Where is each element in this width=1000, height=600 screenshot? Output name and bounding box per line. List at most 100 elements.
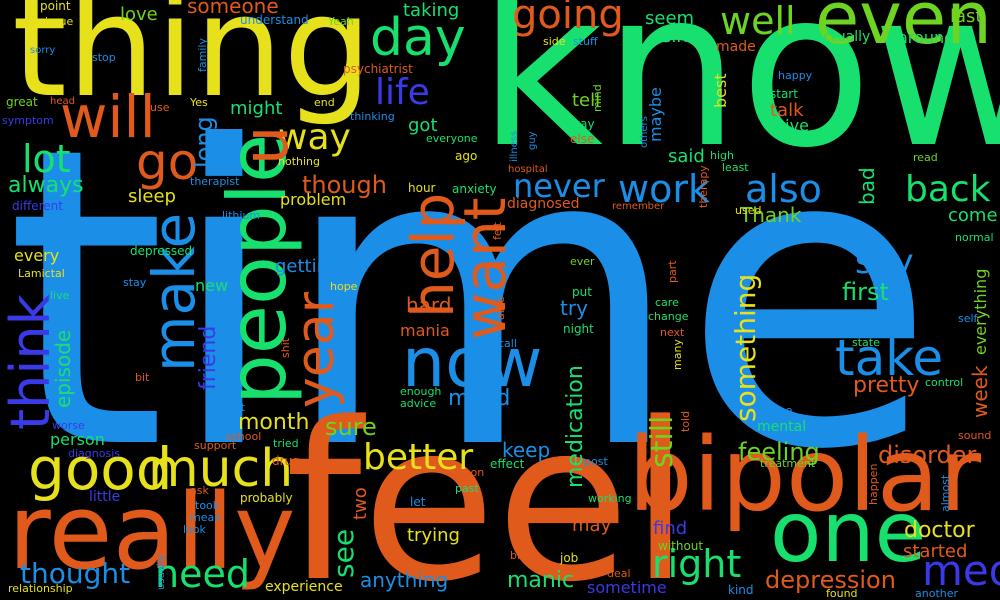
word-use: use [150,101,170,114]
word-think: think [0,294,62,430]
word-still: still [645,415,680,468]
word-advice: advice [400,397,437,410]
word-care: care [655,296,679,309]
word-take: take [835,329,944,387]
word-tried: tried [273,437,299,450]
word-Lamictal: Lamictal [18,267,65,280]
word-Yes: Yes [190,96,208,109]
word-taking: taking [403,0,460,21]
word-first: first [842,278,889,306]
word-least: least [722,161,749,174]
word-look: look [183,523,206,536]
word-try: try [560,296,588,320]
word-psychiatrist: psychiatrist [343,62,413,76]
word-ever: ever [570,255,595,268]
word-started: started [903,541,968,562]
word-mental: mental [757,419,807,435]
word-well: well [720,0,796,43]
word-effect: effect [490,457,525,471]
word-even: even [815,0,992,60]
word-give: give [775,116,809,135]
word-time: time [5,61,936,540]
word-happy: happy [778,69,813,82]
word-now: now [402,324,543,403]
word-live: live [50,289,70,302]
word-told: told [679,410,692,432]
word-stop: stop [92,51,116,64]
word-point: point [40,0,71,13]
word-every: every [14,246,60,265]
word-read: read [913,151,938,164]
word-know: know [478,0,1000,195]
word-reason: reason [447,466,485,479]
word-stay: stay [123,276,147,289]
word-sleep: sleep [128,186,176,207]
word-support: support [194,439,237,452]
word-lot: lot [22,137,71,181]
word-probably: probably [240,491,293,505]
word-diagnosed: diagnosed [507,196,580,212]
word-two: two [350,487,371,520]
word-found: found [826,587,858,600]
word-med: med [922,546,1000,595]
word-sure: sure [325,413,377,441]
word-control: control [925,376,964,389]
word-talk: talk [770,100,804,121]
word-another: another [915,587,959,600]
word-job: job [560,551,579,565]
word-month: month [238,410,310,435]
word-felt: felt [491,221,504,240]
word-back: back [905,169,991,210]
word-sound: sound [958,429,992,442]
word-next: next [660,326,685,339]
word-kind: kind [728,583,754,597]
word-sometime: sometime [587,578,667,597]
word-let: let [410,495,426,509]
word-different: different [12,199,63,213]
word-alone: alone [765,225,796,238]
word-able: able [494,296,507,320]
word-nothing: nothing [278,155,320,168]
word-tell: tell [572,90,601,111]
word-thinking: thinking [350,110,395,123]
word-better: better [363,437,474,478]
word-much: much [148,439,294,499]
word-hour: hour [408,181,436,195]
word-trying: trying [407,525,460,546]
word-anxiety: anxiety [452,182,497,196]
word-therapist: therapist [190,175,240,188]
word-used: used [735,204,762,217]
word-else: else [570,132,595,146]
word-post: post [584,455,608,468]
word-put: put [572,285,592,299]
word-said: said [668,146,705,167]
word-without: without [658,539,704,553]
word-something: something [729,273,762,422]
word-relationship: relationship [8,582,73,595]
word-bipolar: bipolar [628,416,982,535]
word-head: head [50,96,75,107]
word-work: work [618,167,710,211]
word-right: right [652,542,742,586]
word-great: great [6,95,38,109]
word-went: went [218,401,246,414]
word-Thank: Thank [740,203,802,227]
word-change: change [648,310,689,323]
word-others: others [639,116,650,148]
word-seem: seem [645,8,695,29]
word-see: see [327,528,360,578]
word-normal: normal [955,231,994,244]
word-hospital: hospital [508,164,548,175]
word-worse: worse [52,419,85,432]
word-night: night [563,322,594,336]
word-issue: issue [45,15,74,28]
word-depression: depression [765,566,896,594]
word-took: took [195,499,220,512]
word-since: since [662,26,709,47]
word-go: go [136,133,199,191]
word-disorder: disorder [878,441,977,469]
word-little: little [89,489,121,505]
word-someone: someone [187,0,279,18]
word-long: long [190,116,218,168]
word-happen: happen [867,463,880,505]
